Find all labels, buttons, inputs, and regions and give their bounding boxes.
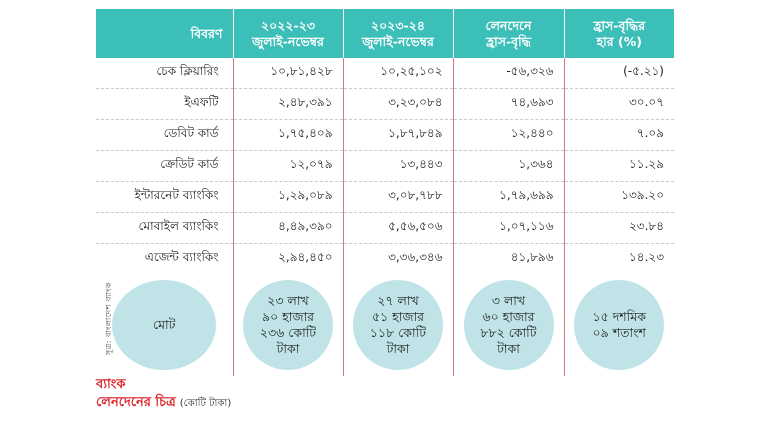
cell-change-rate: ১৩৯.২০ bbox=[564, 181, 674, 213]
cell-2023-24: ১৩,৪৪৩ bbox=[343, 150, 454, 182]
source-note: সূত্র: বাংলাদেশ ব্যাংক bbox=[104, 282, 113, 356]
totals-row: সূত্র: বাংলাদেশ ব্যাংক মোট ২৩ লাখ ৯০ হাজা… bbox=[96, 274, 674, 376]
cell-change-rate: (-৫.২১) bbox=[564, 58, 674, 89]
total-2023-24-cell: ২৭ লাখ ৫১ হাজার ১১৮ কোটি টাকা bbox=[343, 274, 454, 376]
table-row: ইএফটি ২,৪৮,৩৯১ ৩,২৩,০৮৪ ৭৪,৬৯৩ ৩০.০৭ bbox=[96, 88, 674, 120]
cell-2022-23: ১,২৯,০৮৯ bbox=[233, 181, 344, 213]
cell-change: ১২,৪৪০ bbox=[453, 119, 565, 151]
cell-2022-23: ১,৭৫,৪০৯ bbox=[233, 119, 344, 151]
header-2023-24: ২০২৩-২৪ জুলাই-নভেম্বর bbox=[343, 9, 454, 58]
cell-2023-24: ৩,০৮,৭৮৮ bbox=[343, 181, 454, 213]
header-2022-23: ২০২২-২৩ জুলাই-নভেম্বর bbox=[233, 9, 344, 58]
cell-change-rate: ৩০.০৭ bbox=[564, 88, 674, 120]
cell-2022-23: ১২,০৭৯ bbox=[233, 150, 344, 182]
row-label: ক্রেডিট কার্ড bbox=[96, 150, 234, 182]
cell-2022-23: ৪,৪৯,৩৯০ bbox=[233, 212, 344, 244]
cell-change-rate: ১৪.২৩ bbox=[629, 250, 664, 264]
caption: ব্যাংক লেনদেনের চিত্র (কোটি টাকা) bbox=[96, 376, 231, 413]
cell-change-rate: ৭.০৯ bbox=[564, 119, 674, 151]
cell-2023-24: ৩,৩৬,৩৪৬ bbox=[343, 243, 454, 274]
transaction-table: বিবরণ ২০২২-২৩ জুলাই-নভেম্বর ২০২৩-২৪ জুলাই-… bbox=[96, 9, 674, 376]
transaction-table-container: বিবরণ ২০২২-২৩ জুলাই-নভেম্বর ২০২৩-২৪ জুলাই-… bbox=[96, 9, 674, 376]
total-change-cell: ৩ লাখ ৬০ হাজার ৮৮২ কোটি টাকা bbox=[453, 274, 565, 376]
cell-2022-23: ২,৯৪,৪৫০ bbox=[233, 243, 344, 274]
total-label-circle: মোট bbox=[112, 280, 217, 370]
cell-change: ১,৩৬৪ bbox=[453, 150, 565, 182]
total-rate-circle: ১৫ দশমিক ০৯ শতাংশ bbox=[574, 280, 665, 370]
row-label: মোবাইল ব্যাংকিং bbox=[96, 212, 234, 244]
table-row: এজেন্ট ব্যাংকিং ২,৯৪,৪৫০ ৩,৩৬,৩৪৬ ৪১,৮৯৬… bbox=[96, 243, 674, 274]
table-header-row: বিবরণ ২০২২-২৩ জুলাই-নভেম্বর ২০২৩-২৪ জুলাই-… bbox=[96, 9, 674, 58]
table-row: ইন্টারনেট ব্যাংকিং ১,২৯,০৮৯ ৩,০৮,৭৮৮ ১,৭… bbox=[96, 181, 674, 213]
total-2023-24-circle: ২৭ লাখ ৫১ হাজার ১১৮ কোটি টাকা bbox=[353, 280, 443, 370]
cell-change: ১,৭৯,৬৯৯ bbox=[453, 181, 565, 213]
total-change-circle: ৩ লাখ ৬০ হাজার ৮৮২ কোটি টাকা bbox=[463, 280, 554, 370]
row-label: ডেবিট কার্ড bbox=[96, 119, 234, 151]
caption-unit: (কোটি টাকা) bbox=[179, 398, 232, 409]
table-row: চেক ক্লিয়ারিং ১০,৮১,৪২৮ ১০,২৫,১০২ -৫৬,৩… bbox=[96, 58, 674, 89]
cell-2023-24: ১,৮৭,৮৪৯ bbox=[343, 119, 454, 151]
cell-2022-23: ২,৪৮,৩৯১ bbox=[233, 88, 344, 120]
cell-change: ৪১,৮৯৬ bbox=[453, 243, 565, 274]
cell-2023-24: ৫,৫৬,৫০৬ bbox=[343, 212, 454, 244]
header-description: বিবরণ bbox=[96, 9, 234, 58]
cell-2022-23: ১০,৮১,৪২৮ bbox=[233, 58, 344, 89]
total-2022-23-cell: ২৩ লাখ ৯০ হাজার ২৩৬ কোটি টাকা bbox=[233, 274, 344, 376]
header-change-rate: হ্রাস-বৃদ্ধির হার (%) bbox=[564, 9, 674, 58]
cell-change-rate: ২৩.৮৪ bbox=[564, 212, 674, 244]
caption-title-line2: লেনদেনের চিত্র (কোটি টাকা) bbox=[96, 395, 232, 410]
table-row: ক্রেডিট কার্ড ১২,০৭৯ ১৩,৪৪৩ ১,৩৬৪ ১১.২৯ bbox=[96, 150, 674, 182]
row-label: ইএফটি bbox=[96, 88, 234, 120]
total-rate-cell: ১৫ দশমিক ০৯ শতাংশ bbox=[564, 274, 674, 376]
cell-change-rate: ১১.২৯ bbox=[564, 150, 674, 182]
caption-title-line1: ব্যাংক bbox=[96, 377, 126, 392]
cell-2023-24: ৩,২৩,০৮৪ bbox=[343, 88, 454, 120]
cell-change: -৫৬,৩২৬ bbox=[453, 58, 565, 89]
table-row: ডেবিট কার্ড ১,৭৫,৪০৯ ১,৮৭,৮৪৯ ১২,৪৪০ ৭.০… bbox=[96, 119, 674, 151]
table-row: মোবাইল ব্যাংকিং ৪,৪৯,৩৯০ ৫,৫৬,৫০৬ ১,০৭,১… bbox=[96, 212, 674, 244]
row-label: ইন্টারনেট ব্যাংকিং bbox=[96, 181, 234, 213]
total-2022-23-circle: ২৩ লাখ ৯০ হাজার ২৩৬ কোটি টাকা bbox=[243, 280, 333, 370]
header-change: লেনদেনে হ্রাস-বৃদ্ধি bbox=[453, 9, 565, 58]
row-label: এজেন্ট ব্যাংকিং bbox=[96, 243, 234, 274]
cell-change: ১,০৭,১১৬ bbox=[453, 212, 565, 244]
row-label: চেক ক্লিয়ারিং bbox=[96, 58, 234, 89]
total-label-cell: সূত্র: বাংলাদেশ ব্যাংক মোট bbox=[96, 274, 234, 376]
cell-change: ৭৪,৬৯৩ bbox=[453, 88, 565, 120]
cell-2023-24: ১০,২৫,১০২ bbox=[343, 58, 454, 89]
